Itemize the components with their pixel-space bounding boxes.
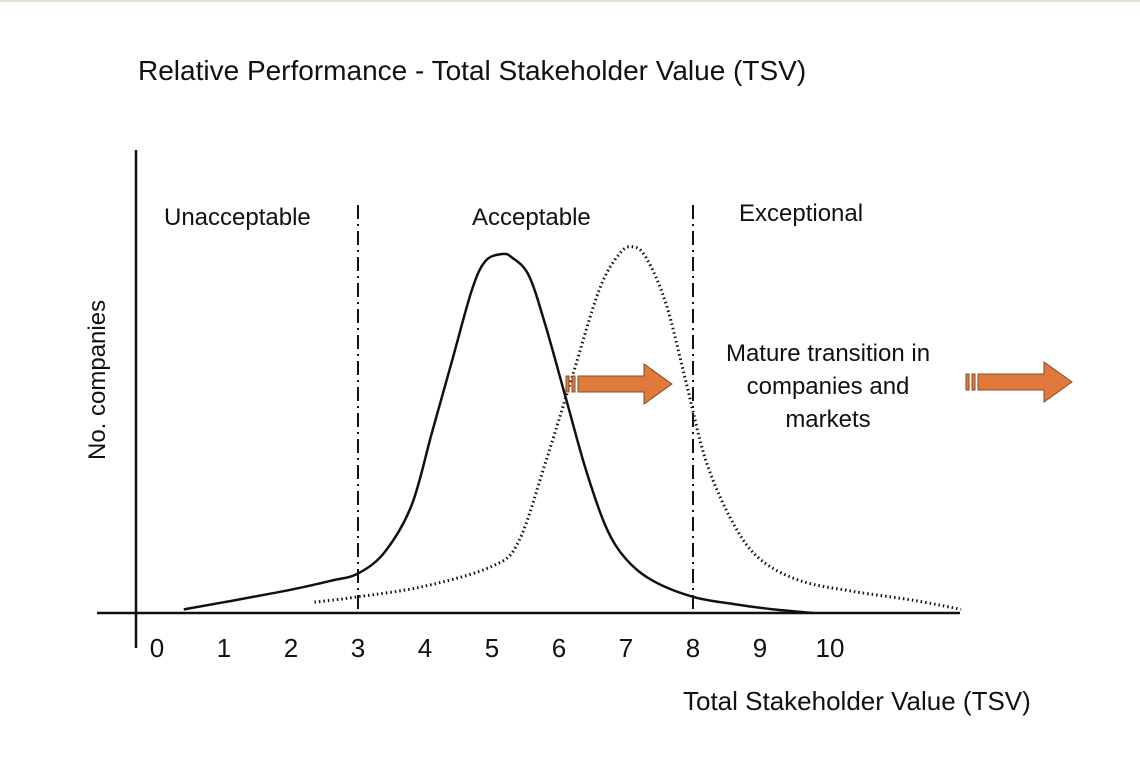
x-tick-label-5: 5 <box>485 633 499 663</box>
y-axis-title: No. companies <box>84 300 111 460</box>
x-tick-label-2: 2 <box>284 633 298 663</box>
region-label-exceptional: Exceptional <box>739 200 863 227</box>
shift-arrow-left <box>565 363 673 405</box>
dotted-distribution-curve <box>314 245 962 611</box>
chart-title: Relative Performance - Total Stakeholder… <box>138 55 806 86</box>
x-tick-label-9: 9 <box>753 633 767 663</box>
x-tick-label-1: 1 <box>217 633 231 663</box>
x-tick-label-4: 4 <box>418 633 432 663</box>
annotation-line-2: companies and <box>747 373 910 400</box>
shift-arrow-left-stripe-2 <box>571 375 576 393</box>
shift-arrow-left-body <box>577 363 673 405</box>
x-tick-label-3: 3 <box>351 633 365 663</box>
x-tick-label-6: 6 <box>552 633 566 663</box>
solid-distribution-curve <box>183 252 814 615</box>
annotation-line-3: markets <box>785 406 870 433</box>
shift-arrow-left-stripe-1 <box>565 375 570 393</box>
region-label-acceptable: Acceptable <box>472 204 591 231</box>
shift-arrow-right-body <box>977 361 1073 403</box>
region-label-unacceptable: Unacceptable <box>164 204 311 231</box>
x-axis-title: Total Stakeholder Value (TSV) <box>683 686 1031 716</box>
shift-arrow-right-stripe-1 <box>965 373 970 391</box>
x-tick-label-7: 7 <box>619 633 633 663</box>
annotation-line-1: Mature transition in <box>726 340 930 367</box>
x-tick-label-8: 8 <box>686 633 700 663</box>
top-divider <box>0 0 1140 2</box>
shift-arrow-right <box>965 361 1073 403</box>
x-tick-label-0: 0 <box>150 633 164 663</box>
shift-arrow-right-stripe-2 <box>971 373 976 391</box>
x-tick-label-10: 10 <box>816 633 845 663</box>
